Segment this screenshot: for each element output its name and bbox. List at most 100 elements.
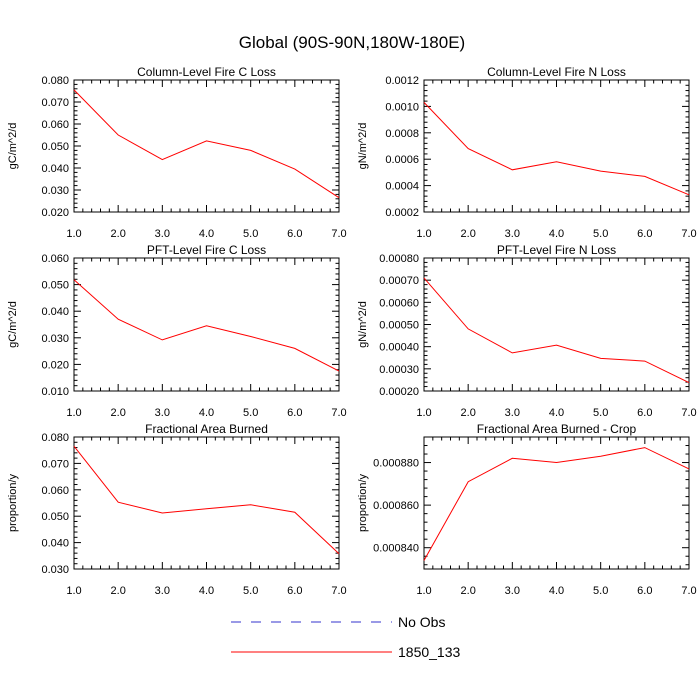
y-axis-label: proportion/y: [7, 473, 19, 532]
series-line-1850_133: [423, 447, 690, 561]
panel-2: Column-Level Fire N Loss gN/m^2/d 1.0 2.0 3.…: [357, 65, 697, 240]
x-tick-label: 3.0: [505, 228, 520, 240]
panel-title: Column-Level Fire N Loss: [487, 65, 626, 79]
y-tick-label: 0.030: [41, 333, 69, 345]
y-tick-label: 0.00030: [379, 364, 419, 376]
panels-group: Column-Level Fire C Loss gC/m^2/d 1.0 2.0 3.…: [7, 65, 697, 597]
x-tick-label: 7.0: [331, 407, 346, 419]
x-tick-label: 2.0: [461, 407, 476, 419]
x-tick-label: 2.0: [111, 407, 126, 419]
x-tick-label: 5.0: [593, 228, 608, 240]
y-tick-label: 0.00060: [379, 297, 419, 309]
y-tick-label: 0.0006: [385, 154, 419, 166]
y-tick-label: 0.0004: [385, 181, 419, 193]
plot-frame: [73, 79, 340, 213]
x-tick-label: 5.0: [243, 228, 258, 240]
y-tick-label: 0.000860: [373, 500, 419, 512]
x-tick-label: 4.0: [549, 585, 564, 597]
y-tick-label: 0.00050: [379, 320, 419, 332]
x-tick-label: 4.0: [199, 585, 214, 597]
x-tick-label: 2.0: [111, 228, 126, 240]
x-tick-label: 6.0: [637, 585, 652, 597]
y-tick-label: 0.0008: [385, 128, 419, 140]
x-tick-label: 7.0: [331, 585, 346, 597]
y-axis-label: gC/m^2/d: [7, 123, 19, 170]
x-tick-label: 6.0: [287, 228, 302, 240]
y-tick-label: 0.00040: [379, 342, 419, 354]
panel-6: Fractional Area Burned - Crop proportion/…: [357, 422, 697, 597]
panel-1: Column-Level Fire C Loss gC/m^2/d 1.0 2.0 3.…: [7, 65, 347, 240]
x-tick-label: 1.0: [416, 407, 431, 419]
y-tick-label: 0.00070: [379, 275, 419, 287]
y-tick-label: 0.0002: [385, 207, 419, 219]
y-tick-label: 0.00020: [379, 386, 419, 398]
x-tick-label: 2.0: [461, 585, 476, 597]
y-tick-label: 0.020: [41, 359, 69, 371]
series-line-1850_133: [73, 445, 340, 555]
y-tick-label: 0.00080: [379, 253, 419, 265]
x-tick-label: 3.0: [155, 407, 170, 419]
x-tick-label: 5.0: [243, 585, 258, 597]
y-tick-label: 0.080: [41, 432, 69, 444]
legend-label-2: 1850_133: [398, 644, 461, 660]
series-line-1850_133: [423, 277, 690, 384]
y-axis-label: proportion/y: [357, 473, 369, 532]
figure-title: Global (90S-90N,180W-180E): [239, 33, 465, 52]
x-tick-label: 6.0: [287, 407, 302, 419]
x-tick-label: 5.0: [243, 407, 258, 419]
y-tick-label: 0.060: [41, 253, 69, 265]
x-tick-label: 4.0: [549, 407, 564, 419]
x-tick-label: 5.0: [593, 407, 608, 419]
x-tick-label: 1.0: [66, 228, 81, 240]
y-tick-label: 0.0012: [385, 75, 419, 87]
panel-4: PFT-Level Fire N Loss gN/m^2/d 1.0 2.0 3.0 4.…: [357, 243, 697, 419]
x-tick-label: 1.0: [416, 228, 431, 240]
series-line-1850_133: [423, 102, 690, 196]
y-axis-label: gN/m^2/d: [357, 301, 369, 348]
x-tick-label: 1.0: [416, 585, 431, 597]
y-tick-label: 0.060: [41, 485, 69, 497]
panel-title: PFT-Level Fire N Loss: [497, 243, 616, 257]
y-tick-label: 0.050: [41, 141, 69, 153]
y-tick-label: 0.070: [41, 458, 69, 470]
x-tick-label: 7.0: [681, 585, 696, 597]
y-tick-label: 0.010: [41, 386, 69, 398]
y-tick-label: 0.020: [41, 207, 69, 219]
x-tick-label: 3.0: [505, 585, 520, 597]
x-tick-label: 4.0: [199, 228, 214, 240]
y-tick-label: 0.040: [41, 306, 69, 318]
x-tick-label: 5.0: [593, 585, 608, 597]
x-tick-label: 2.0: [111, 585, 126, 597]
y-tick-label: 0.030: [41, 564, 69, 576]
panel-title: Fractional Area Burned: [145, 422, 268, 436]
y-tick-label: 0.080: [41, 75, 69, 87]
panel-title: Fractional Area Burned - Crop: [477, 422, 637, 436]
y-tick-label: 0.040: [41, 538, 69, 550]
x-tick-label: 7.0: [681, 228, 696, 240]
panel-3: PFT-Level Fire C Loss gC/m^2/d 1.0 2.0 3.0 4.…: [7, 243, 347, 419]
x-tick-label: 3.0: [155, 228, 170, 240]
y-tick-label: 0.000880: [373, 458, 419, 470]
x-tick-label: 4.0: [199, 407, 214, 419]
legend-label-1: No Obs: [398, 614, 445, 630]
x-tick-label: 3.0: [155, 585, 170, 597]
x-tick-label: 6.0: [287, 585, 302, 597]
x-tick-label: 2.0: [461, 228, 476, 240]
y-tick-label: 0.030: [41, 185, 69, 197]
x-tick-label: 1.0: [66, 585, 81, 597]
x-tick-label: 6.0: [637, 407, 652, 419]
y-axis-label: gC/m^2/d: [7, 301, 19, 348]
legend: No Obs 1850_133: [231, 614, 461, 660]
panel-title: Column-Level Fire C Loss: [137, 65, 276, 79]
y-tick-label: 0.060: [41, 119, 69, 131]
y-tick-label: 0.070: [41, 97, 69, 109]
y-tick-label: 0.050: [41, 511, 69, 523]
plot-frame: [423, 79, 690, 213]
plot-frame: [73, 257, 340, 392]
x-tick-label: 7.0: [681, 407, 696, 419]
x-tick-label: 6.0: [637, 228, 652, 240]
panel-5: Fractional Area Burned proportion/y 1.0 2.0…: [7, 422, 347, 597]
series-line-1850_133: [73, 89, 340, 199]
x-tick-label: 7.0: [331, 228, 346, 240]
